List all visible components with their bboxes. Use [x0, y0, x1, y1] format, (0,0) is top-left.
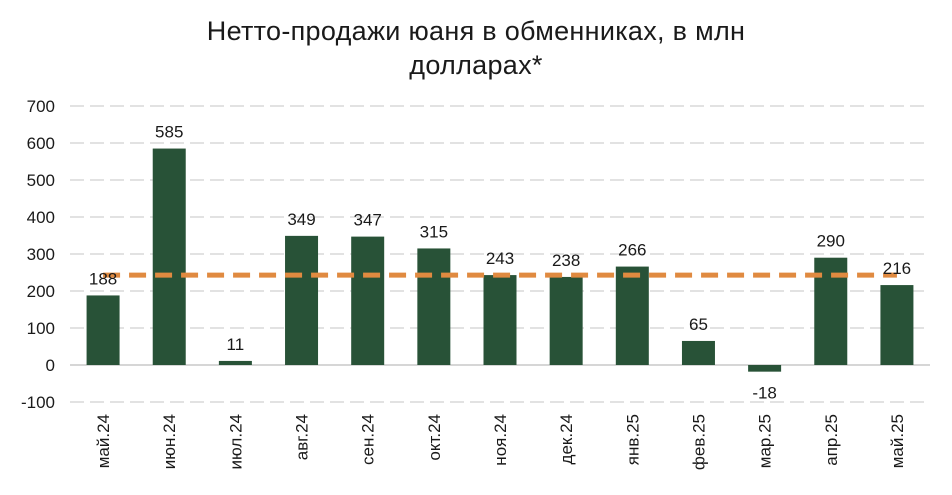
x-tick-label: окт.24 [425, 414, 444, 461]
bar [483, 275, 517, 365]
bar [549, 276, 583, 365]
data-label: 347 [354, 211, 382, 230]
bar [218, 360, 252, 365]
chart-title-line1: Нетто-продажи юаня в обменниках, в млн [206, 16, 746, 46]
x-tick-label: фев.25 [689, 414, 708, 470]
y-tick-label: 700 [27, 97, 55, 116]
bar [152, 148, 186, 365]
bar [351, 236, 385, 365]
x-tick-label: авг.24 [293, 414, 312, 460]
chart-title: Нетто-продажи юаня в обменниках, в млн д… [0, 14, 952, 82]
x-tick-label: мар.25 [756, 414, 775, 468]
x-tick-label: май.25 [888, 414, 907, 468]
bar [615, 266, 649, 365]
data-label: 11 [227, 335, 245, 354]
data-label: 315 [420, 222, 448, 241]
data-label: -18 [752, 384, 777, 403]
x-tick-label: ноя.24 [491, 414, 510, 466]
data-label: 188 [89, 269, 117, 288]
y-tick-label: 300 [27, 245, 55, 264]
bar [86, 295, 120, 365]
data-label: 216 [883, 259, 911, 278]
bar [285, 235, 319, 365]
data-label: 266 [618, 241, 646, 260]
x-tick-label: июн.24 [160, 414, 179, 469]
data-label: 585 [155, 123, 183, 142]
x-tick-label: янв.25 [623, 414, 642, 465]
y-tick-label: -100 [21, 393, 55, 412]
data-label: 238 [552, 251, 580, 270]
x-tick-label: дек.24 [557, 414, 576, 464]
x-tick-label: май.24 [94, 414, 113, 468]
y-axis: -100 0 100 200 300 400 500 600 700 [21, 97, 55, 412]
data-label: 65 [689, 315, 708, 334]
data-labels: 188 585 11 349 347 315 243 238 266 65 -18 290 216 [89, 123, 911, 403]
x-tick-label: апр.25 [822, 414, 841, 466]
bar [417, 248, 451, 365]
data-label: 290 [817, 232, 845, 251]
data-label: 349 [287, 210, 315, 229]
bar [880, 285, 914, 365]
bar [748, 365, 782, 372]
y-tick-label: 200 [27, 282, 55, 301]
data-label: 243 [486, 249, 514, 268]
bars [86, 148, 914, 372]
y-tick-label: 500 [27, 171, 55, 190]
y-tick-label: 100 [27, 319, 55, 338]
x-axis: май.24 июн.24 июл.24 авг.24 сен.24 окт.24 ноя.… [94, 414, 907, 470]
y-tick-label: 400 [27, 208, 55, 227]
y-tick-label: 600 [27, 134, 55, 153]
y-tick-label: 0 [46, 356, 55, 375]
chart-title-line2: долларах* [409, 50, 543, 80]
bar [681, 340, 715, 365]
x-tick-label: сен.24 [359, 414, 378, 465]
x-tick-label: июл.24 [226, 414, 245, 469]
